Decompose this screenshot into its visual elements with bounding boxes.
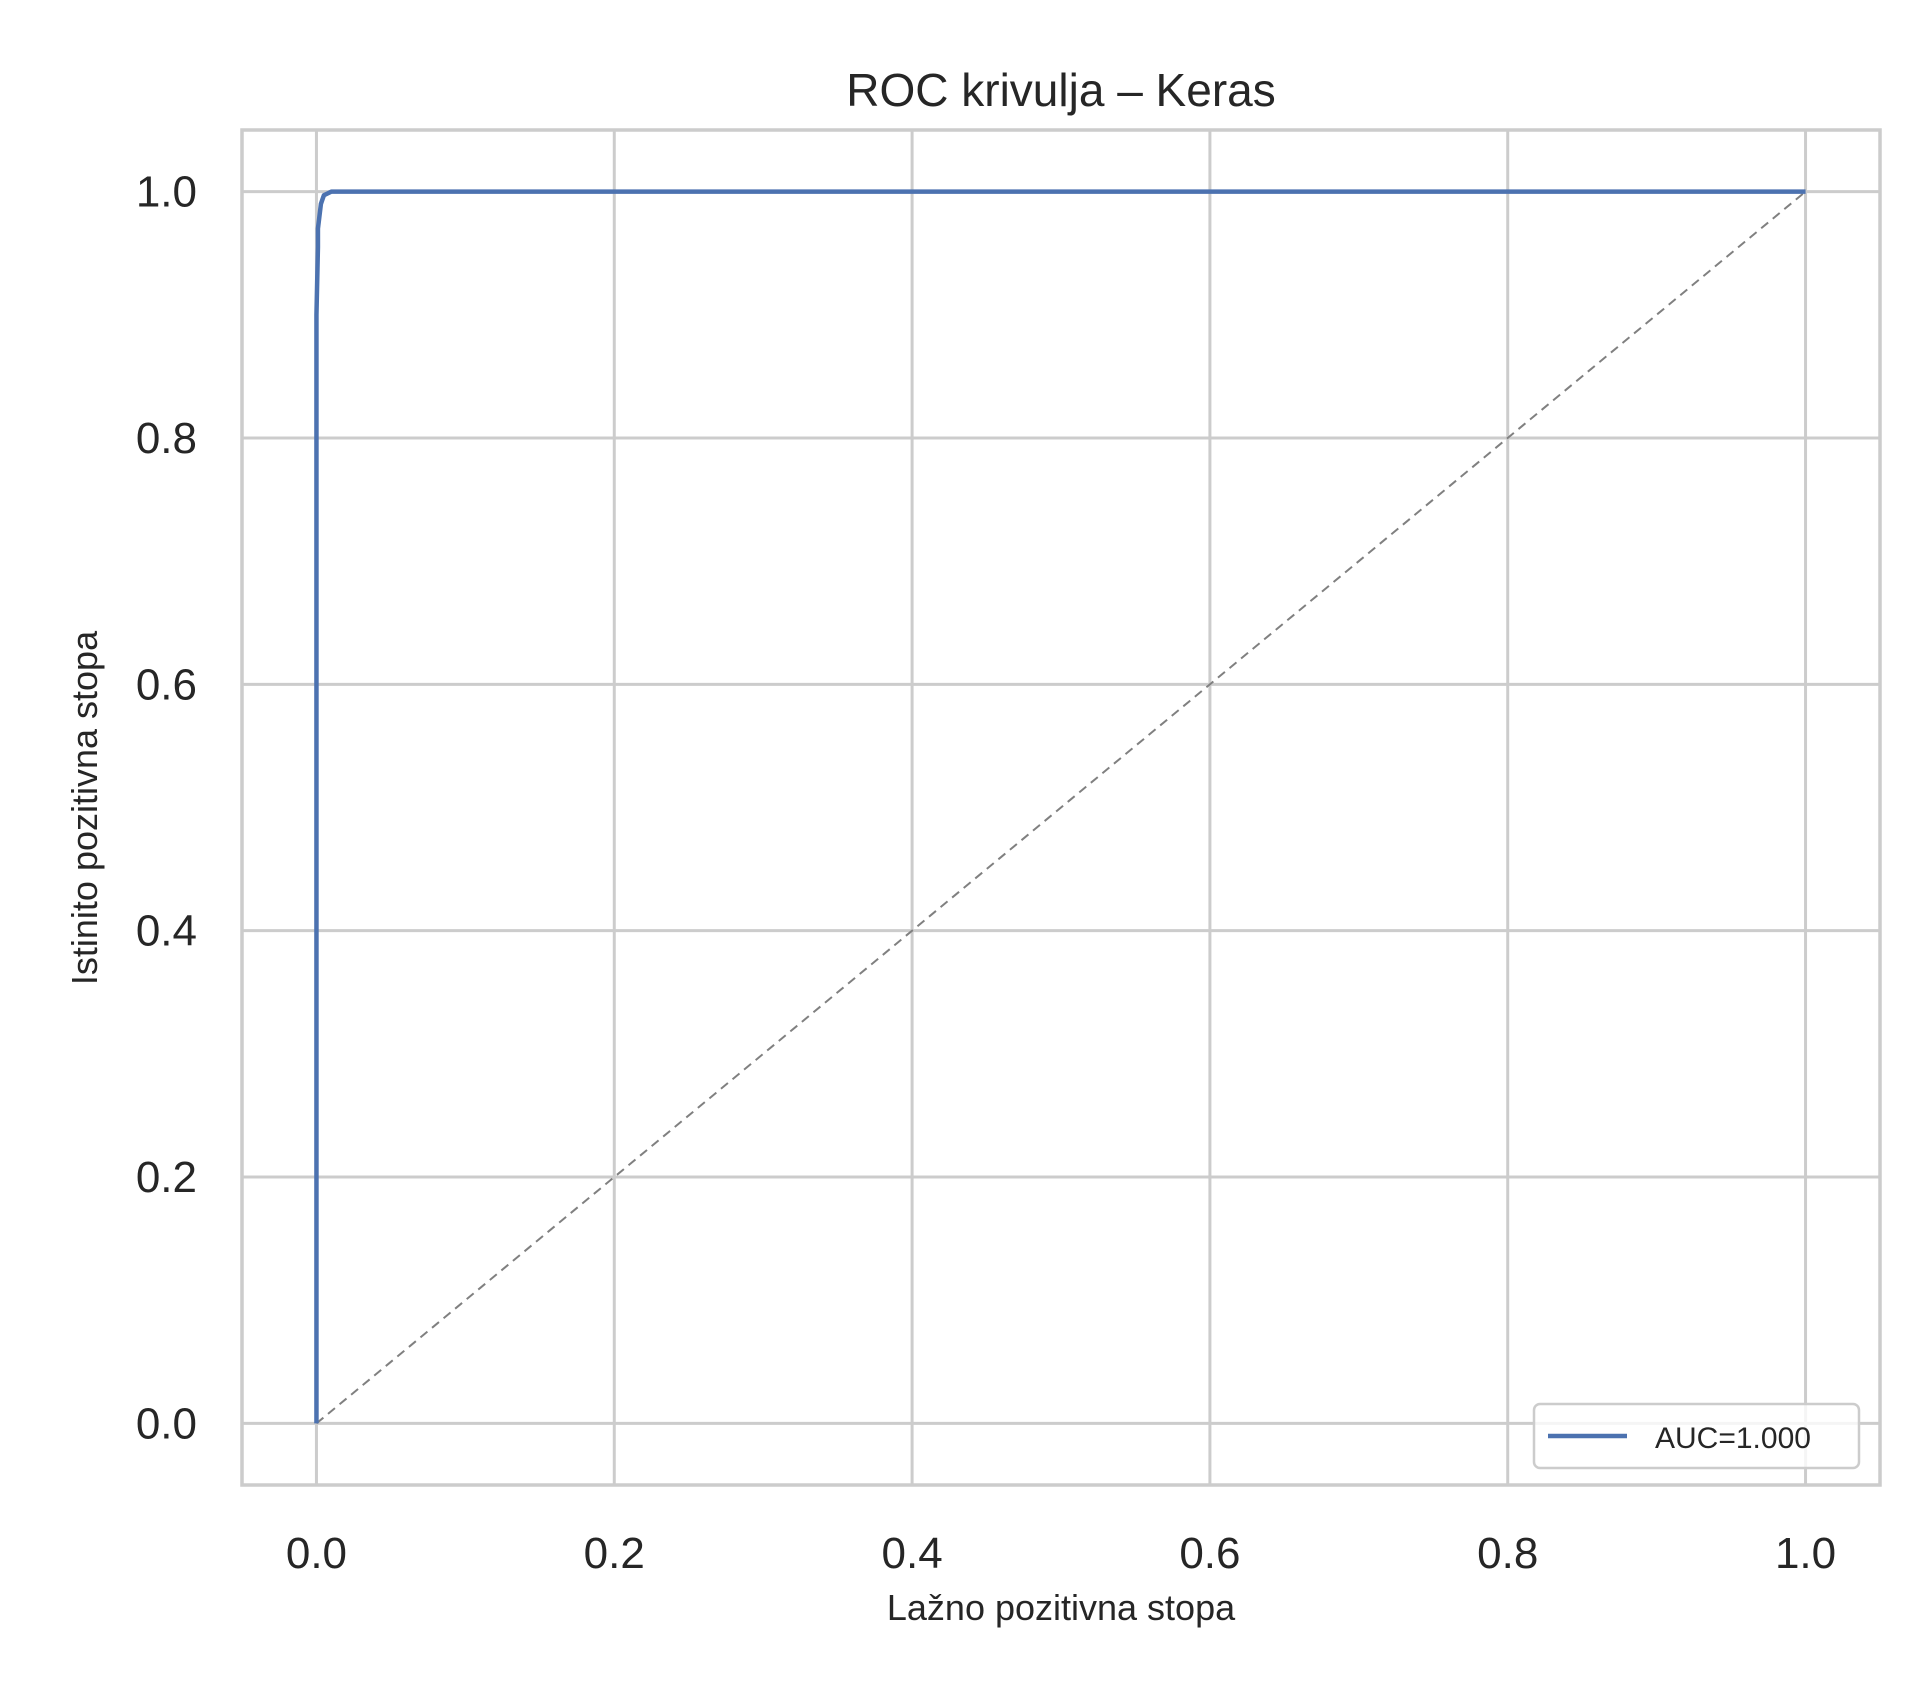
y-tick-label: 0.0: [136, 1399, 197, 1448]
y-tick-label: 0.6: [136, 660, 197, 709]
y-tick-label: 0.8: [136, 414, 197, 463]
roc-curve-line: [314, 189, 1806, 1424]
reference-diagonal-line: [315, 190, 1807, 1425]
x-tick-label: 0.2: [584, 1529, 645, 1578]
y-tick-label: 1.0: [136, 168, 197, 217]
series-layer: [314, 189, 1807, 1425]
y-tick-label: 0.4: [136, 907, 197, 956]
x-tick-label: 0.4: [882, 1529, 943, 1578]
tick-layer: 0.0 0.2 0.4 0.6 0.8 1.0 0.0 0.2 0.4 0.6 0.8 1.0: [136, 168, 1836, 1578]
plot-frame: [240, 128, 1882, 1487]
y-axis-label: Istinito pozitivna stopa: [64, 630, 105, 985]
x-tick-label: 0.6: [1179, 1529, 1240, 1578]
legend: AUC=1.000: [1532, 1402, 1861, 1470]
legend-box: [1532, 1402, 1861, 1470]
chart-title: ROC krivulja – Keras: [846, 64, 1275, 116]
x-tick-label: 0.8: [1477, 1529, 1538, 1578]
legend-label: AUC=1.000: [1655, 1422, 1811, 1455]
x-axis-label: Lažno pozitivna stopa: [887, 1587, 1236, 1628]
x-tick-label: 0.0: [286, 1529, 347, 1578]
y-tick-label: 0.2: [136, 1153, 197, 1202]
x-tick-label: 1.0: [1775, 1529, 1836, 1578]
